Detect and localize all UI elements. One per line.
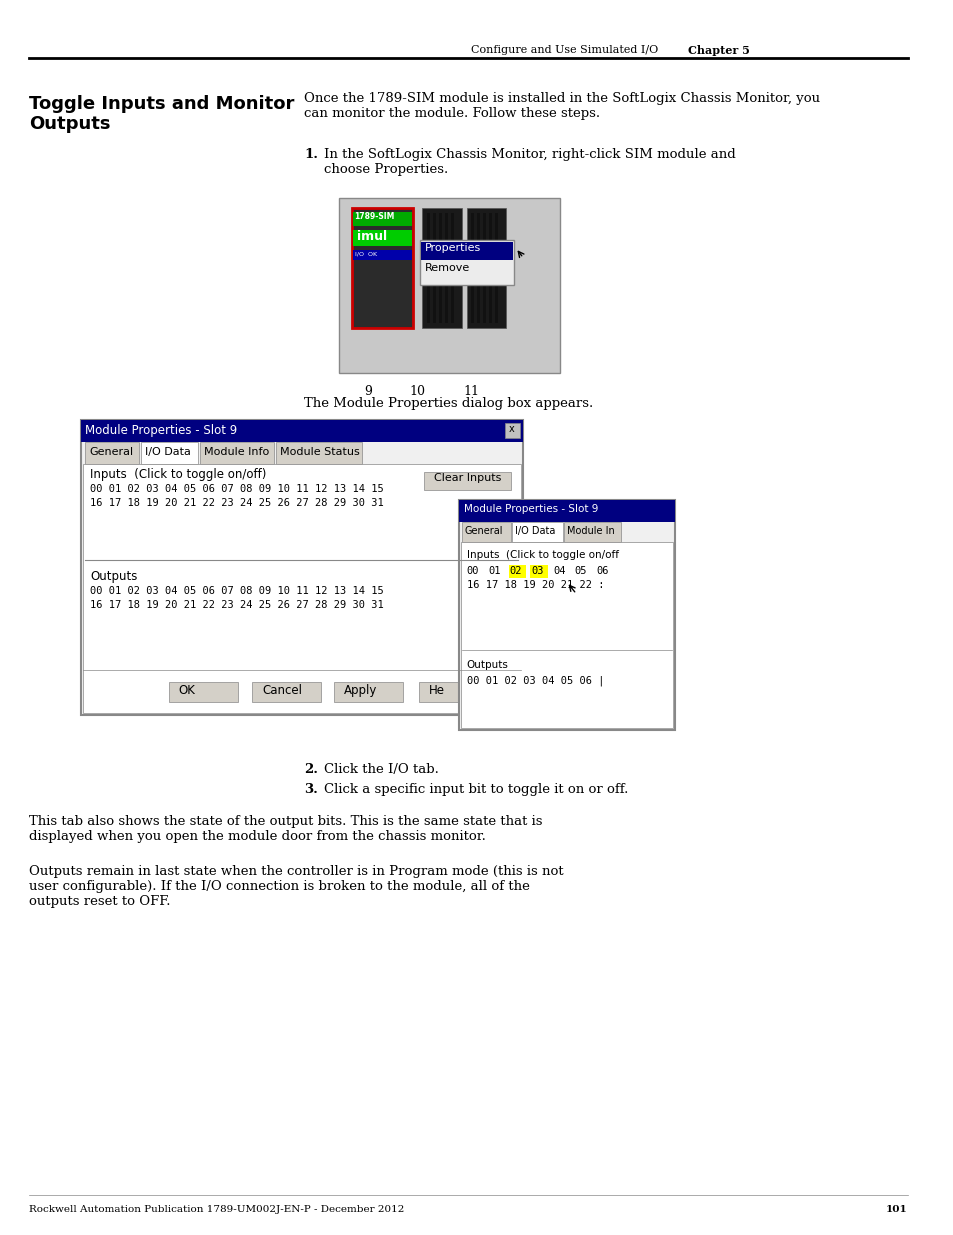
Text: Click the I/O tab.: Click the I/O tab. <box>324 763 438 776</box>
Text: Outputs: Outputs <box>30 115 111 133</box>
Text: 101: 101 <box>884 1205 906 1214</box>
Text: Remove: Remove <box>425 263 470 273</box>
Text: Outputs: Outputs <box>466 659 508 671</box>
Bar <box>338 198 559 373</box>
Text: 16 17 18 19 20 21 22 :: 16 17 18 19 20 21 22 : <box>466 580 603 590</box>
Bar <box>420 240 513 285</box>
Bar <box>444 212 447 324</box>
Text: 05: 05 <box>574 566 586 576</box>
Bar <box>466 207 505 329</box>
Text: Apply: Apply <box>343 684 376 697</box>
Bar <box>424 472 510 490</box>
Bar <box>334 682 402 701</box>
Bar <box>495 212 497 324</box>
Text: This tab also shows the state of the output bits. This is the same state that is: This tab also shows the state of the out… <box>30 815 542 844</box>
Bar <box>458 500 674 730</box>
Text: 3.: 3. <box>304 783 318 797</box>
Text: Configure and Use Simulated I/O: Configure and Use Simulated I/O <box>470 44 658 56</box>
Text: 00 01 02 03 04 05 06 07 08 09 10 11 12 13 14 15: 00 01 02 03 04 05 06 07 08 09 10 11 12 1… <box>91 484 384 494</box>
Text: 16 17 18 19 20 21 22 23 24 25 26 27 28 29 30 31: 16 17 18 19 20 21 22 23 24 25 26 27 28 2… <box>91 600 384 610</box>
Bar <box>508 564 526 578</box>
Text: Rockwell Automation Publication 1789-UM002J-EN-P - December 2012: Rockwell Automation Publication 1789-UM0… <box>30 1205 404 1214</box>
Text: Properties: Properties <box>425 243 481 253</box>
Text: General: General <box>464 526 502 536</box>
Text: I/O Data: I/O Data <box>514 526 555 536</box>
Text: Chapter 5: Chapter 5 <box>687 44 749 56</box>
Text: 9: 9 <box>364 385 372 398</box>
Text: Module Properties - Slot 9: Module Properties - Slot 9 <box>86 424 237 437</box>
Text: Inputs  (Click to toggle on/off): Inputs (Click to toggle on/off) <box>91 468 267 480</box>
Text: Inputs  (Click to toggle on/off: Inputs (Click to toggle on/off <box>466 550 618 559</box>
Bar <box>530 564 547 578</box>
Bar <box>169 682 237 701</box>
Text: 2.: 2. <box>304 763 318 776</box>
Bar <box>504 424 519 438</box>
Bar <box>86 442 139 464</box>
Bar <box>511 522 562 542</box>
Text: 16 17 18 19 20 21 22 23 24 25 26 27 28 29 30 31: 16 17 18 19 20 21 22 23 24 25 26 27 28 2… <box>91 498 384 508</box>
Bar <box>563 522 620 542</box>
Bar <box>80 420 522 442</box>
Text: Toggle Inputs and Monitor: Toggle Inputs and Monitor <box>30 95 294 112</box>
Bar <box>421 242 512 261</box>
Text: Outputs remain in last state when the controller is in Program mode (this is not: Outputs remain in last state when the co… <box>30 864 563 908</box>
Bar <box>471 212 474 324</box>
Text: 00 01 02 03 04 05 06 |: 00 01 02 03 04 05 06 | <box>466 676 603 687</box>
Text: 03: 03 <box>531 566 543 576</box>
Bar <box>451 212 454 324</box>
Bar <box>476 212 479 324</box>
Text: 06: 06 <box>596 566 608 576</box>
Text: In the SoftLogix Chassis Monitor, right-click SIM module and
choose Properties.: In the SoftLogix Chassis Monitor, right-… <box>324 148 735 177</box>
Text: 00 01 02 03 04 05 06 07 08 09 10 11 12 13 14 15: 00 01 02 03 04 05 06 07 08 09 10 11 12 1… <box>91 585 384 597</box>
Text: General: General <box>90 447 133 457</box>
Bar <box>422 207 461 329</box>
Text: I/O Data: I/O Data <box>145 447 191 457</box>
Text: 00: 00 <box>466 566 478 576</box>
Text: OK: OK <box>178 684 195 697</box>
Bar <box>461 522 510 542</box>
Bar <box>253 682 321 701</box>
Text: 04: 04 <box>553 566 565 576</box>
Text: x: x <box>508 424 514 433</box>
Text: Module In: Module In <box>566 526 614 536</box>
Text: Once the 1789-SIM module is installed in the SoftLogix Chassis Monitor, you
can : Once the 1789-SIM module is installed in… <box>304 91 820 120</box>
Bar <box>353 212 411 226</box>
Text: Clear Inputs: Clear Inputs <box>434 473 501 483</box>
Text: 10: 10 <box>409 385 425 398</box>
Bar <box>141 442 198 464</box>
Bar <box>352 207 412 329</box>
Text: 01: 01 <box>488 566 500 576</box>
Bar <box>458 500 674 522</box>
Bar <box>460 542 672 727</box>
Bar <box>353 230 411 246</box>
Bar <box>275 442 362 464</box>
Text: He: He <box>429 684 445 697</box>
Text: Module Status: Module Status <box>279 447 359 457</box>
Text: 1789-SIM: 1789-SIM <box>355 212 395 221</box>
Bar <box>419 682 488 701</box>
Bar <box>80 420 522 715</box>
Bar <box>353 249 411 261</box>
Text: Module Info: Module Info <box>204 447 270 457</box>
Text: The Module Properties dialog box appears.: The Module Properties dialog box appears… <box>304 396 593 410</box>
Bar <box>200 442 274 464</box>
Bar <box>483 212 486 324</box>
Text: imul: imul <box>356 230 386 243</box>
Bar <box>433 212 436 324</box>
Text: Outputs: Outputs <box>91 571 137 583</box>
Bar <box>427 212 430 324</box>
Text: 11: 11 <box>463 385 479 398</box>
Text: Cancel: Cancel <box>262 684 302 697</box>
Text: 1.: 1. <box>304 148 318 161</box>
Bar <box>438 212 441 324</box>
Text: 02: 02 <box>509 566 521 576</box>
Text: I/O  OK: I/O OK <box>355 251 376 256</box>
Text: Module Properties - Slot 9: Module Properties - Slot 9 <box>463 504 598 514</box>
Text: Click a specific input bit to toggle it on or off.: Click a specific input bit to toggle it … <box>324 783 628 797</box>
Bar <box>489 212 492 324</box>
Bar <box>82 464 520 713</box>
